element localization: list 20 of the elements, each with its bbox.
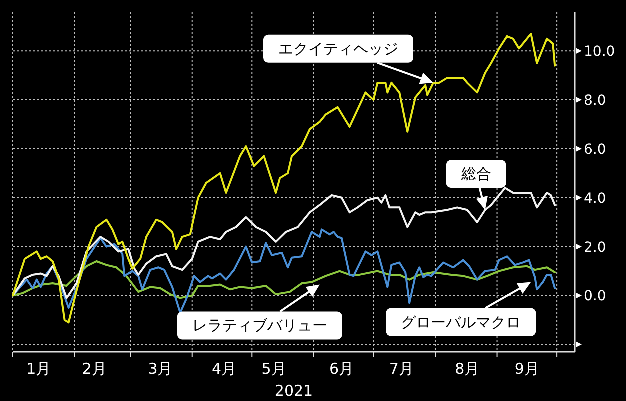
y-tick-label: 8.0 bbox=[584, 93, 606, 110]
x-tick-label: 8月 bbox=[455, 360, 480, 378]
x-tick-label: 2月 bbox=[82, 360, 107, 378]
x-tick-label: 7月 bbox=[389, 360, 414, 378]
annotation: エクイティヘッジ bbox=[278, 40, 399, 58]
x-tick-label: 4月 bbox=[212, 360, 237, 378]
y-tick-label: 0.0 bbox=[584, 288, 606, 305]
y-tick-label: 10.0 bbox=[584, 44, 616, 60]
annotation: レラティブバリュー bbox=[192, 316, 328, 335]
annotation: グローバルマクロ bbox=[401, 313, 522, 332]
y-tick-label: 6.0 bbox=[584, 142, 606, 158]
x-tick-label: 1月 bbox=[26, 360, 52, 378]
x-tick-label: 5月 bbox=[262, 360, 286, 378]
x-tick-label: 3月 bbox=[148, 360, 173, 378]
annotation: 総合 bbox=[460, 165, 492, 184]
y-tick-label: 4.0 bbox=[584, 190, 606, 207]
y-tick-label: 2.0 bbox=[584, 240, 606, 256]
x-tick-label: 9月 bbox=[514, 360, 540, 378]
x-tick-label: 6月 bbox=[330, 360, 354, 378]
x-axis-title: 2021 bbox=[274, 382, 314, 400]
